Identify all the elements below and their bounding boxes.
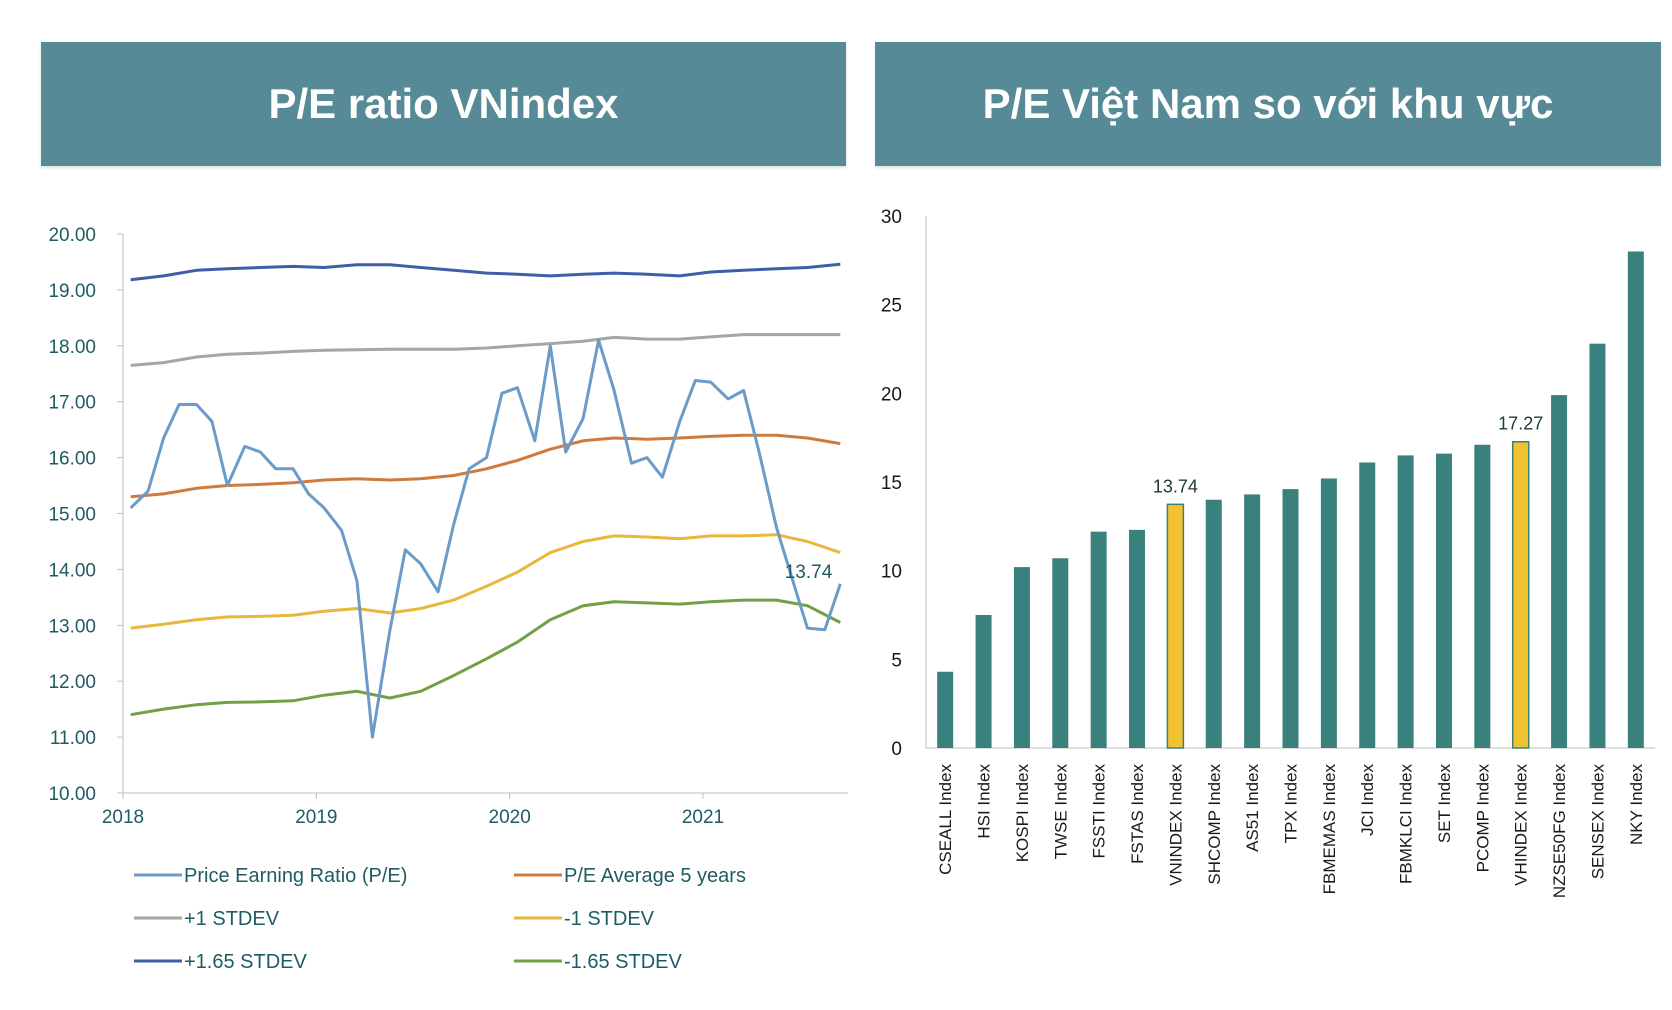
- bar-vnindex-index: [1166, 503, 1185, 749]
- category-label: HSI Index: [975, 764, 994, 839]
- y-tick-label: 14.00: [48, 560, 96, 581]
- category-label: SHCOMP Index: [1205, 764, 1224, 885]
- bar-twse-index: [1052, 558, 1069, 748]
- category-label: SENSEX Index: [1588, 764, 1607, 880]
- legend-label-plus165: +1.65 STDEV: [184, 951, 308, 973]
- bar-kospi-index: [1013, 567, 1030, 748]
- bar-vhindex-index: [1511, 440, 1530, 749]
- bar-data-label: 13.74: [1153, 476, 1198, 496]
- category-label: VHINDEX Index: [1512, 764, 1531, 886]
- category-label: TPX Index: [1282, 764, 1301, 844]
- bar-y-tick-label: 15: [881, 473, 902, 494]
- category-label: SET Index: [1435, 764, 1454, 844]
- bar-y-tick-label: 0: [891, 739, 902, 760]
- series-line-plus1: [130, 333, 841, 367]
- bar-tpx-index: [1282, 489, 1299, 748]
- bar-hsi-index: [975, 615, 992, 748]
- y-tick-label: 17.00: [48, 393, 96, 414]
- right-chart-title-banner: P/E Việt Nam so với khu vực: [875, 42, 1661, 166]
- category-label: FBMKLCI Index: [1397, 764, 1416, 884]
- legend-label-minus1: -1 STDEV: [564, 908, 655, 930]
- bar-y-tick-label: 30: [881, 207, 902, 228]
- bar-fbmklci-index: [1397, 455, 1414, 748]
- series-line-plus165: [130, 262, 841, 282]
- y-tick-label: 13.00: [48, 616, 96, 637]
- category-label: TWSE Index: [1051, 764, 1070, 860]
- bar-nky-index: [1627, 251, 1644, 748]
- category-label: PCOMP Index: [1473, 764, 1492, 873]
- bar-cseall-index: [937, 671, 954, 748]
- bar-y-tick-label: 20: [881, 384, 902, 405]
- x-tick-label: 2019: [295, 807, 337, 828]
- pe-line-chart: 10.00 11.00 12.00 13.00 14.00 15.00 16.00 17.00…: [48, 225, 848, 973]
- left-chart-title: P/E ratio VNindex: [268, 80, 619, 127]
- category-label: KOSPI Index: [1013, 764, 1032, 863]
- category-label: FBMEMAS Index: [1320, 764, 1339, 895]
- legend-label-pe: Price Earning Ratio (P/E): [184, 865, 407, 887]
- y-tick-label: 19.00: [48, 281, 96, 302]
- category-label: FSSTI Index: [1090, 764, 1109, 859]
- legend-label-avg: P/E Average 5 years: [564, 865, 746, 887]
- left-chart-title-banner: P/E ratio VNindex: [41, 42, 846, 166]
- bar-fbmemas-index: [1320, 478, 1337, 748]
- bar-fstas-index: [1129, 529, 1146, 748]
- legend-label-minus165: -1.65 STDEV: [564, 951, 682, 973]
- y-tick-label: 11.00: [50, 728, 96, 749]
- y-tick-label: 15.00: [48, 505, 96, 526]
- y-tick-label: 12.00: [48, 672, 96, 693]
- bar-as51-index: [1244, 494, 1261, 748]
- bar-set-index: [1435, 453, 1452, 748]
- y-tick-label: 10.00: [48, 784, 96, 805]
- series-line-minus165: [130, 598, 841, 717]
- x-tick-label: 2018: [102, 807, 144, 828]
- bar-nzse50fg-index: [1551, 395, 1568, 748]
- category-label: NKY Index: [1627, 764, 1646, 845]
- bar-y-tick-label: 25: [881, 296, 902, 317]
- x-tick-label: 2020: [489, 807, 531, 828]
- y-tick-label: 18.00: [48, 337, 96, 358]
- last-value-annotation: 13.74: [785, 562, 833, 583]
- series-line-avg: [130, 433, 841, 499]
- bar-jci-index: [1359, 462, 1376, 748]
- series-line-minus1: [130, 533, 841, 630]
- y-tick-label: 16.00: [48, 449, 96, 470]
- bar-sensex-index: [1589, 343, 1606, 748]
- y-tick-label: 20.00: [48, 225, 96, 246]
- category-label: NZSE50FG Index: [1550, 764, 1569, 899]
- bar-fssti-index: [1090, 531, 1107, 748]
- legend-label-plus1: +1 STDEV: [184, 908, 280, 930]
- category-label: CSEALL Index: [936, 764, 955, 875]
- bar-shcomp-index: [1205, 499, 1222, 748]
- category-label: JCI Index: [1358, 764, 1377, 836]
- category-label: VNINDEX Index: [1166, 764, 1185, 886]
- x-tick-label: 2021: [682, 807, 724, 828]
- category-label: FSTAS Index: [1128, 764, 1147, 864]
- category-label: AS51 Index: [1243, 764, 1262, 852]
- bar-y-tick-label: 5: [891, 650, 902, 671]
- bar-y-tick-label: 10: [881, 562, 902, 583]
- bar-pcomp-index: [1474, 444, 1491, 748]
- right-chart-title: P/E Việt Nam so với khu vực: [982, 80, 1554, 127]
- bar-data-label: 17.27: [1498, 414, 1543, 434]
- series-line-pe: [129, 338, 842, 739]
